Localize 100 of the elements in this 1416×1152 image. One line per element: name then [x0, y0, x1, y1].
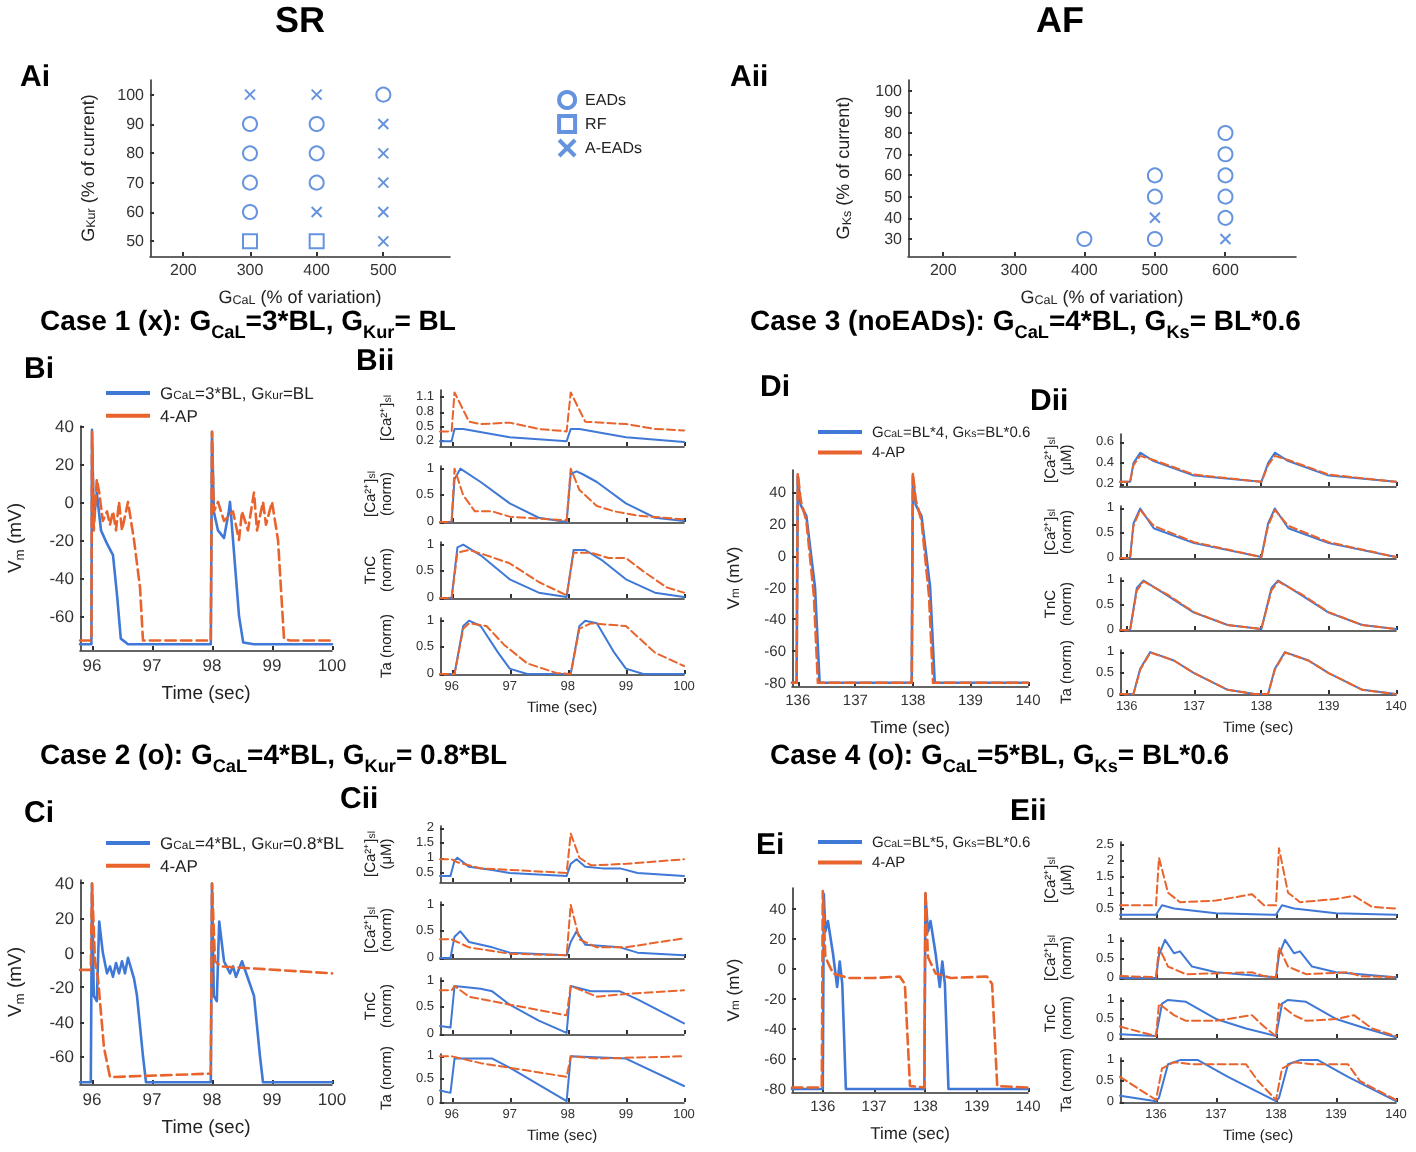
line-series: [439, 391, 685, 433]
x-tick-label: 96: [82, 655, 102, 675]
y-tick-label: 0: [64, 942, 75, 963]
point: [242, 174, 258, 191]
point: [310, 206, 323, 218]
chart-title: Ci: [24, 796, 54, 830]
point: [308, 116, 325, 132]
point: [308, 174, 325, 191]
point: [1217, 167, 1234, 184]
line-series: [439, 856, 685, 877]
line-series: [439, 903, 685, 957]
point: [1217, 209, 1234, 226]
point: [1219, 233, 1232, 246]
x-tick-label: 99: [262, 655, 282, 675]
point: [242, 145, 258, 162]
x-tick-label: 98: [202, 1089, 222, 1109]
point: [377, 206, 390, 218]
y-tick-label: 20: [55, 453, 75, 474]
y-tick-label: 40: [884, 208, 904, 227]
y-tick-label: -40: [49, 567, 75, 588]
y-tick-label: 30: [884, 230, 904, 249]
x-axis-title: Time (sec): [870, 716, 951, 737]
chart-title: Ai: [20, 60, 50, 94]
point: [308, 145, 325, 162]
chart-title: Eii: [1010, 794, 1047, 828]
y-tick-label: -20: [49, 977, 75, 998]
y-tick-label: 80: [884, 124, 904, 143]
point: [375, 86, 392, 103]
line-series: [439, 832, 685, 874]
x-axis-title: Time (sec): [870, 1122, 951, 1143]
y-tick-label: 70: [126, 173, 146, 192]
point: [242, 116, 258, 132]
chart-subtitle: Case 4 (o): G$_{CaL}$=5*BL, G$_{Ks}$= BL*0.6: [770, 738, 1230, 776]
x-tick-label: 500: [1141, 261, 1170, 279]
point: [1146, 167, 1163, 184]
chart-subtitle: AF: [1036, 0, 1084, 42]
chart-subtitle: Case 1 (x): G$_{CaL}$=3*BL, G$_{Kur}$= BL: [40, 304, 456, 342]
x-tick-label: 600: [1212, 261, 1240, 279]
x-tick-label: 400: [303, 261, 332, 279]
chart-subtitle: Case 2 (o): G$_{CaL}$=4*BL, G$_{Kur}$= 0.8*BL: [40, 738, 508, 776]
chart-subtitle: Case 3 (noEADs): G$_{CaL}$=4*BL, G$_{Ks}$= BL*0.6: [750, 304, 1301, 342]
y-tick-label: 50: [126, 232, 146, 251]
x-tick-label: 200: [169, 261, 198, 279]
y-tick-label: 90: [884, 102, 904, 121]
y-tick-label: 20: [55, 908, 75, 929]
point: [308, 233, 325, 250]
chart-title: Bii: [356, 344, 395, 378]
line-series: [439, 1055, 685, 1078]
point: [377, 235, 390, 248]
point: [1217, 188, 1234, 205]
legend-label: RF: [585, 115, 607, 133]
point: [1146, 231, 1163, 248]
point: [1148, 211, 1161, 224]
x-axis-title: Time (sec): [161, 682, 251, 705]
line-series: [1119, 938, 1397, 979]
chart-title: Dii: [1030, 384, 1069, 418]
y-tick-label: -20: [49, 529, 75, 550]
line-series: [439, 1055, 685, 1103]
y-tick-label: 80: [126, 144, 146, 163]
legend-label: 4-AP: [160, 855, 199, 876]
legend-label: 4-AP: [160, 405, 199, 426]
x-tick-label: 99: [262, 1089, 282, 1109]
point: [1146, 188, 1163, 205]
point: [242, 204, 258, 220]
x-tick-label: 100: [317, 655, 347, 675]
x-axis-title: Time (sec): [161, 1116, 251, 1139]
y-tick-label: 100: [875, 81, 904, 100]
y-tick-label: 40: [55, 416, 75, 436]
chart-title: Bi: [24, 352, 54, 386]
y-tick-label: 40: [55, 873, 75, 894]
point: [377, 118, 390, 130]
x-tick-label: 97: [142, 655, 162, 675]
x-tick-label: 98: [202, 655, 222, 675]
chart-title: Cii: [340, 782, 379, 816]
point: [377, 147, 390, 160]
y-tick-label: 60: [884, 166, 904, 185]
point: [1076, 231, 1093, 248]
line-series: [1119, 847, 1397, 910]
line-series: [439, 467, 685, 523]
chart-title: Di: [760, 370, 790, 404]
legend-label: EADs: [585, 91, 627, 109]
point: [244, 88, 256, 101]
chart-title: Ei: [756, 828, 785, 862]
y-tick-label: 90: [126, 115, 146, 133]
y-tick-label: -40: [49, 1011, 75, 1032]
y-tick-label: -60: [49, 605, 75, 626]
x-tick-label: 100: [317, 1089, 347, 1109]
line-series: [439, 985, 685, 1017]
x-tick-label: 300: [1000, 261, 1029, 279]
chart-title: Aii: [730, 60, 769, 94]
x-tick-label: 97: [142, 1089, 162, 1109]
y-tick-label: -60: [49, 1046, 75, 1067]
x-tick-label: 400: [1071, 261, 1099, 279]
line-series: [1119, 651, 1397, 695]
point: [1217, 125, 1234, 142]
x-tick-label: 300: [236, 261, 265, 279]
point: [242, 233, 258, 250]
x-tick-label: 96: [82, 1089, 102, 1109]
x-tick-label: 500: [369, 261, 398, 279]
y-tick-label: 0: [64, 491, 75, 512]
